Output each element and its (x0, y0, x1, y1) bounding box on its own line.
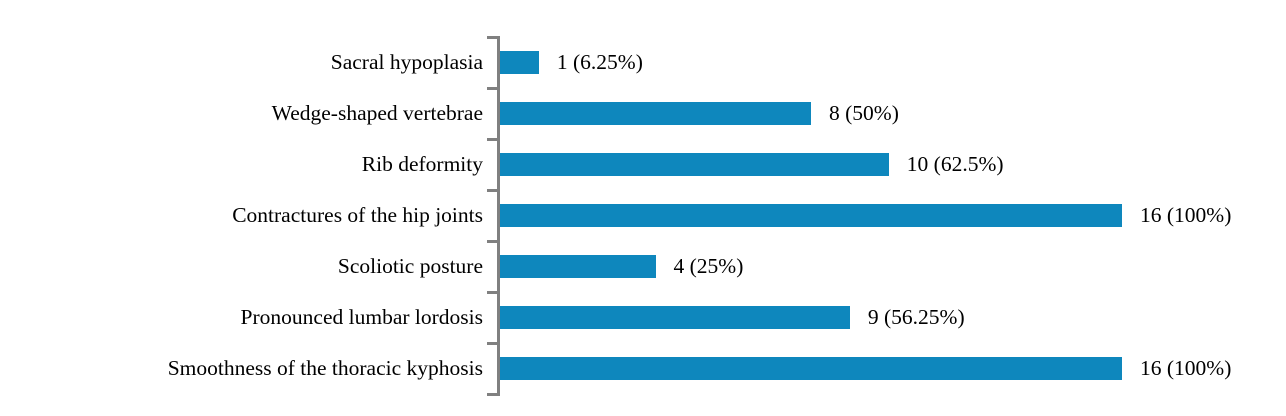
value-label: 16 (100%) (1140, 356, 1232, 380)
bar-row: 8 (50%) (497, 88, 1267, 139)
axis-tick (487, 341, 500, 345)
value-label: 16 (100%) (1140, 203, 1232, 227)
value-label: 8 (50%) (829, 101, 899, 125)
axis-tick (487, 188, 500, 192)
bar-row: 4 (25%) (497, 241, 1267, 292)
value-label: 4 (25%) (673, 254, 744, 278)
bar-row: 10 (62.5%) (497, 139, 1267, 190)
bar (500, 255, 656, 278)
axis-tick (487, 290, 500, 294)
category-label: Pronounced lumbar lordosis (240, 305, 483, 329)
category-labels-column: Sacral hypoplasia Wedge-shaped vertebrae R… (0, 37, 497, 394)
axis-tick (487, 137, 500, 141)
bar-chart: Sacral hypoplasia Wedge-shaped vertebrae R… (0, 35, 1267, 396)
bar (500, 306, 850, 329)
category-label: Contractures of the hip joints (232, 203, 483, 227)
bar-row: 16 (100%) (497, 343, 1267, 394)
axis-tick (487, 86, 500, 90)
bar-row: 1 (6.25%) (497, 37, 1267, 88)
bar (500, 153, 889, 176)
plot-area: 1 (6.25%) 8 (50%) 10 (62.5%) 16 (100%) 4 (25… (487, 35, 1267, 396)
value-label: 10 (62.5%) (906, 152, 1004, 176)
category-label: Smoothness of the thoracic kyphosis (167, 356, 483, 380)
bar (500, 204, 1122, 227)
axis-tick (487, 392, 500, 396)
value-label: 1 (6.25%) (556, 50, 643, 74)
value-label: 9 (56.25%) (867, 305, 965, 329)
bar (500, 51, 539, 74)
category-label: Scoliotic posture (337, 254, 483, 278)
category-label: Rib deformity (361, 152, 483, 176)
category-label: Wedge-shaped vertebrae (271, 101, 483, 125)
axis-tick (487, 35, 500, 39)
category-label: Sacral hypoplasia (330, 50, 483, 74)
bar-row: 16 (100%) (497, 190, 1267, 241)
bar (500, 357, 1122, 380)
bar (500, 102, 811, 125)
bar-row: 9 (56.25%) (497, 292, 1267, 343)
y-axis-line (497, 36, 500, 395)
axis-tick (487, 239, 500, 243)
